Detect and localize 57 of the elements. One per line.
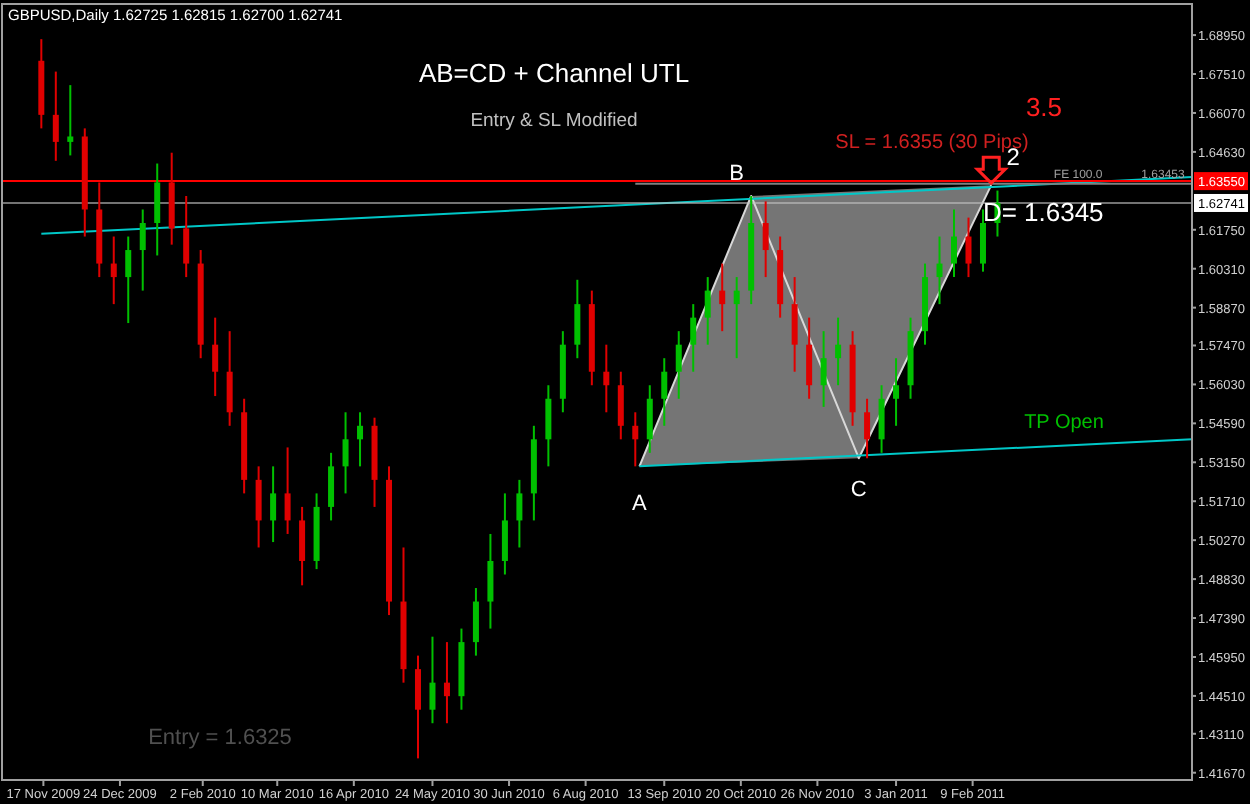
candlestick [472, 587, 479, 657]
candlestick [791, 276, 798, 373]
annotation: C [850, 478, 867, 503]
annotation: B [729, 161, 745, 186]
annotation: Entry = 1.6325 [148, 726, 292, 750]
candlestick [762, 200, 769, 279]
candlestick [212, 316, 219, 398]
candlestick [110, 235, 117, 306]
candlestick [632, 411, 639, 468]
candlestick [284, 446, 291, 535]
candlestick [675, 330, 682, 400]
annotation: SL = 1.6355 (30 Pips) [835, 132, 1029, 154]
text: Entry & SL Modified [470, 110, 638, 132]
candlestick [139, 208, 146, 292]
candlestick [878, 384, 885, 454]
candlestick [342, 411, 349, 495]
candlestick [951, 208, 957, 279]
candlestick [328, 451, 335, 522]
candlestick [690, 303, 697, 373]
candlestick [501, 492, 508, 576]
candlestick [414, 654, 421, 760]
candlestick [719, 262, 726, 333]
candlestick [226, 330, 233, 427]
candlestick [516, 478, 523, 549]
candlestick [67, 84, 74, 157]
candlestick [487, 532, 494, 630]
candlestick [806, 316, 813, 400]
candlestick [52, 70, 59, 162]
candlestick [893, 357, 900, 427]
candlestick [125, 235, 132, 325]
candlestick [443, 641, 450, 725]
candlestick [574, 278, 581, 360]
candlestick [429, 635, 436, 725]
candlestick [168, 151, 175, 246]
text: AB=CD + Channel UTL [418, 58, 690, 88]
annotation: TP Open [1024, 412, 1104, 434]
candlestick [183, 194, 190, 279]
candlestick [357, 411, 364, 468]
candlestick [936, 235, 943, 306]
candlestick [154, 162, 161, 257]
candlestick [864, 397, 871, 460]
annotation: 3.5 [1025, 92, 1063, 122]
annotation: A [632, 492, 649, 517]
candlestick [965, 216, 972, 279]
candlestick [617, 370, 624, 441]
candlestick [299, 505, 306, 587]
candlestick [255, 465, 262, 549]
candlestick [603, 343, 610, 414]
candlestick [704, 276, 711, 346]
candlestick [820, 330, 827, 408]
candlestick [979, 208, 986, 273]
candlestick [646, 384, 653, 454]
candlestick [270, 465, 277, 544]
candlestick [545, 384, 552, 468]
candlestick [733, 276, 740, 360]
candlestick [661, 357, 668, 427]
candlestick [835, 316, 842, 387]
